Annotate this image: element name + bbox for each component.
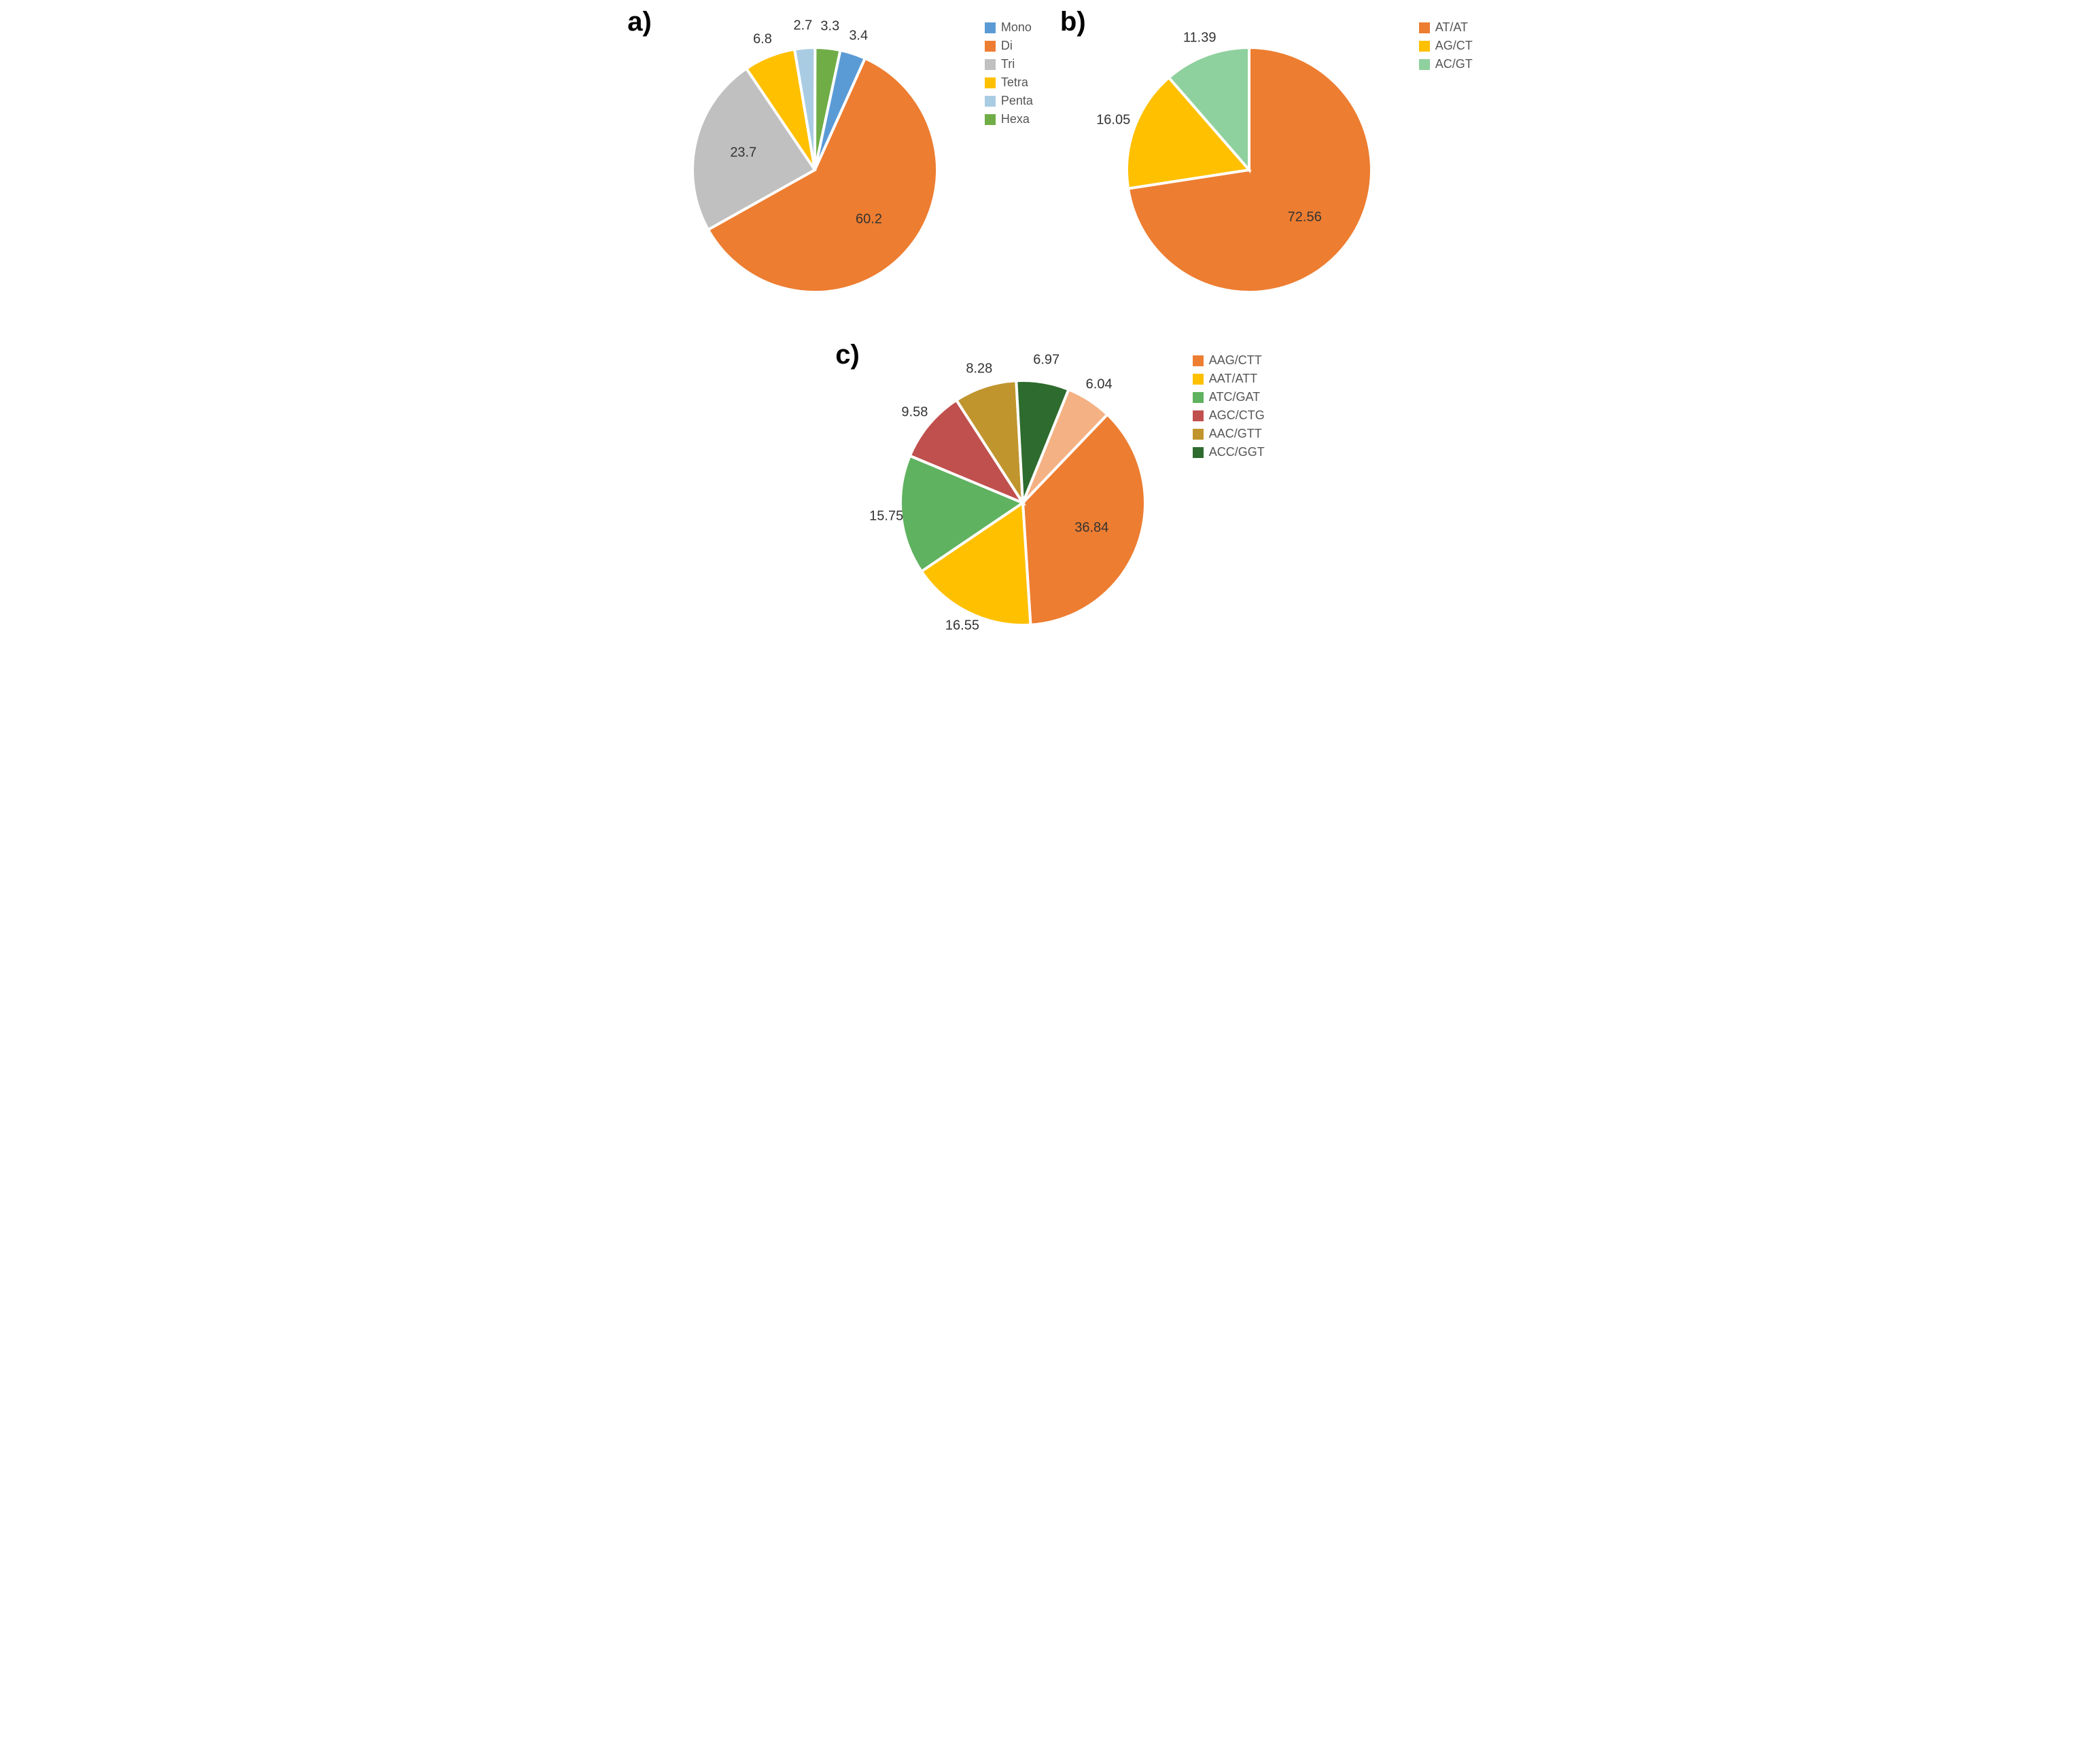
- legend-label: AT/AT: [1435, 20, 1468, 35]
- legend-swatch: [1419, 59, 1430, 70]
- legend-label: Tetra: [1001, 75, 1028, 90]
- legend-label: Di: [1001, 39, 1013, 53]
- legend-label: AAC/GTT: [1209, 427, 1262, 441]
- pie-chart-c: 6.04 36.84 16.55 15.75 9.58 8.28 6.97: [867, 347, 1179, 659]
- legend-label: AC/GT: [1435, 57, 1473, 71]
- legend-swatch: [985, 22, 996, 33]
- legend-label: AG/CT: [1435, 39, 1473, 53]
- legend-swatch: [985, 41, 996, 52]
- legend-b: AT/AT AG/CT AC/GT: [1419, 20, 1473, 71]
- slice-value-label: 23.7: [730, 145, 756, 161]
- legend-swatch: [1193, 392, 1204, 403]
- slice-value-label: 15.75: [869, 509, 903, 525]
- legend-item: AC/GT: [1419, 57, 1473, 71]
- legend-item: AG/CT: [1419, 39, 1473, 53]
- legend-item: AAG/CTT: [1193, 353, 1265, 368]
- slice-value-label: 60.2: [856, 211, 882, 227]
- legend-item: Mono: [985, 20, 1033, 35]
- legend-item: AAT/ATT: [1193, 372, 1265, 386]
- slice-value-label: 11.39: [1183, 31, 1217, 46]
- legend-swatch: [1193, 447, 1204, 458]
- slice-value-label: 16.55: [945, 618, 979, 633]
- legend-a: Mono Di Tri Tetra Penta Hexa: [985, 20, 1033, 126]
- legend-swatch: [1193, 410, 1204, 421]
- legend-label: ACC/GGT: [1209, 445, 1265, 459]
- legend-label: Mono: [1001, 20, 1032, 35]
- slice-value-label: 2.7: [793, 18, 812, 34]
- pie-svg: [659, 14, 971, 326]
- legend-swatch: [985, 59, 996, 70]
- legend-label: AGC/CTG: [1209, 408, 1265, 423]
- slice-value-label: 9.58: [901, 405, 928, 421]
- slice-value-label: 3.4: [849, 29, 868, 44]
- panel-c-label: c): [835, 340, 860, 370]
- legend-swatch: [1193, 374, 1204, 385]
- legend-item: ACC/GGT: [1193, 445, 1265, 459]
- slice-value-label: 8.28: [966, 362, 992, 377]
- panel-a-label: a): [627, 7, 652, 37]
- legend-item: Hexa: [985, 112, 1033, 126]
- legend-item: Tri: [985, 57, 1033, 71]
- slice-value-label: 36.84: [1074, 521, 1108, 536]
- top-row: a) 3.460.223.76.82.73.3 MonoDiTriTetraPe…: [642, 14, 1458, 326]
- panel-b-label: b): [1060, 7, 1086, 37]
- legend-label: Penta: [1001, 94, 1033, 108]
- legend-item: ATC/GAT: [1193, 390, 1265, 404]
- legend-c: AAG/CTT AAT/ATT ATC/GAT AGC/CTG AAC/GTT ACC/G…: [1193, 353, 1265, 459]
- legend-item: AT/AT: [1419, 20, 1473, 35]
- panel-c: c) 6.0436.8416.5515.759.588.286.97 AAG/C…: [835, 347, 1265, 659]
- pie-svg: [1093, 14, 1405, 326]
- pie-chart-a: 3.4 60.2 23.7 6.8 2.7 3.3: [659, 14, 971, 326]
- legend-label: AAG/CTT: [1209, 353, 1262, 368]
- legend-label: Hexa: [1001, 112, 1030, 126]
- legend-swatch: [1419, 22, 1430, 33]
- slice-value-label: 3.3: [820, 18, 839, 34]
- legend-swatch: [1193, 429, 1204, 440]
- panel-a: a) 3.460.223.76.82.73.3 MonoDiTriTetraPe…: [627, 14, 1033, 326]
- legend-item: Penta: [985, 94, 1033, 108]
- legend-label: AAT/ATT: [1209, 372, 1257, 386]
- legend-label: Tri: [1001, 57, 1015, 71]
- legend-item: AGC/CTG: [1193, 408, 1265, 423]
- slice-value-label: 16.05: [1096, 112, 1130, 128]
- pie-svg: [867, 347, 1179, 659]
- legend-swatch: [985, 114, 996, 125]
- panel-b: b) 72.5616.0511.39 AT/ATAG/CTAC/GT: [1060, 14, 1473, 326]
- slice-value-label: 6.97: [1033, 353, 1060, 368]
- slice-value-label: 6.04: [1086, 377, 1113, 393]
- pie-chart-b: 72.56 16.05 11.39: [1093, 14, 1405, 326]
- legend-item: AAC/GTT: [1193, 427, 1265, 441]
- legend-item: Tetra: [985, 75, 1033, 90]
- legend-swatch: [985, 96, 996, 107]
- legend-swatch: [1193, 355, 1204, 366]
- slice-value-label: 6.8: [753, 31, 772, 47]
- legend-label: ATC/GAT: [1209, 390, 1260, 404]
- slice-value-label: 72.56: [1288, 210, 1322, 226]
- legend-swatch: [985, 77, 996, 88]
- legend-item: Di: [985, 39, 1033, 53]
- bottom-row: c) 6.0436.8416.5515.759.588.286.97 AAG/C…: [642, 347, 1458, 659]
- figure: a) 3.460.223.76.82.73.3 MonoDiTriTetraPe…: [642, 14, 1458, 659]
- legend-swatch: [1419, 41, 1430, 52]
